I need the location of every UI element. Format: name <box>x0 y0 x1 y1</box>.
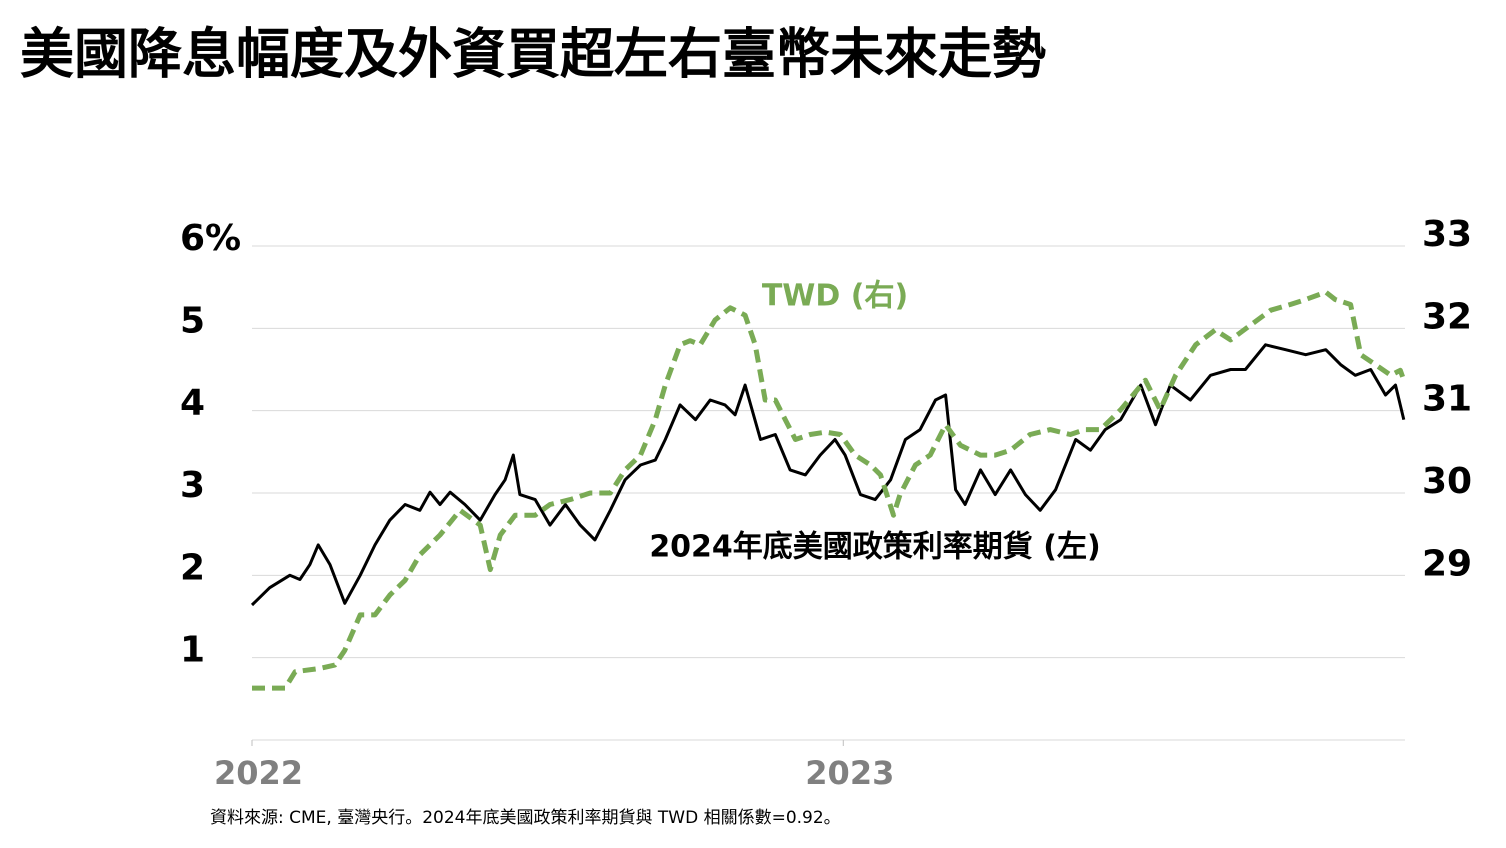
x-tick-label: 2022 <box>214 754 303 792</box>
y2-tick-label: 32 <box>1422 296 1472 337</box>
source-note: 資料來源: CME, 臺灣央行。2024年底美國政策利率期貨與 TWD 相關係數… <box>210 808 841 828</box>
y2-tick-label: 30 <box>1422 461 1472 502</box>
annotation: 2024年底美國政策利率期貨 (左) <box>649 530 1100 565</box>
y-tick-label: 6% <box>180 218 241 259</box>
annotation: TWD (右) <box>762 279 908 314</box>
y-tick-label: 4 <box>180 383 205 424</box>
series-line <box>252 289 1407 691</box>
y2-tick-label: 31 <box>1422 379 1472 420</box>
y-tick-label: 2 <box>180 547 205 588</box>
y2-tick-label: 33 <box>1422 214 1472 255</box>
chart-title: 美國降息幅度及外資買超左右臺幣未來走勢 <box>20 23 1046 86</box>
x-tick-label: 2023 <box>805 754 894 792</box>
y-tick-label: 1 <box>180 630 205 671</box>
y-tick-label: 3 <box>180 465 205 506</box>
series-line <box>250 343 1406 607</box>
y2-tick-label: 29 <box>1422 543 1472 584</box>
y-tick-label: 5 <box>180 300 205 341</box>
